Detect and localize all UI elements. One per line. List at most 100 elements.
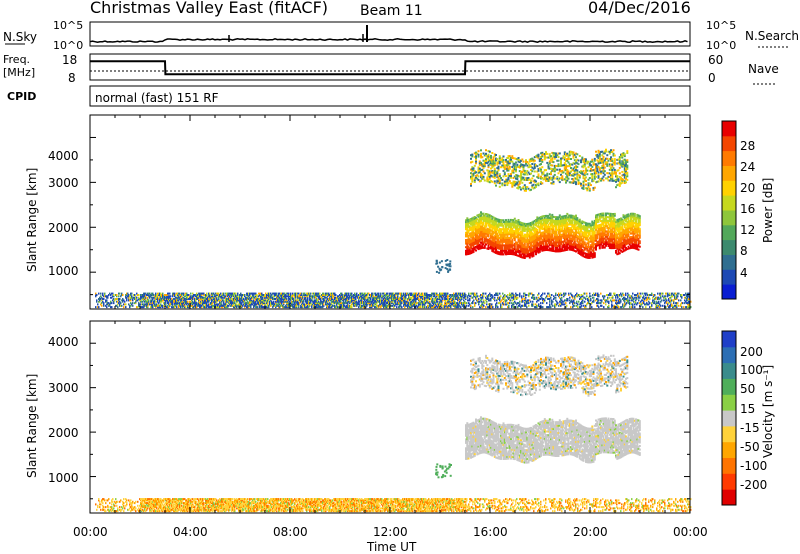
power-cell (626, 168, 629, 171)
power-cell (562, 224, 565, 227)
power-cell (582, 177, 585, 180)
power-cell (511, 249, 514, 252)
power-cell (167, 296, 169, 299)
power-cell (580, 221, 582, 224)
power-cell (570, 181, 572, 184)
power-cell (626, 221, 629, 224)
power-cell (571, 218, 574, 221)
power-cell (490, 156, 492, 159)
power-cell (590, 226, 592, 229)
power-cell (590, 238, 592, 241)
power-cell (485, 149, 487, 152)
power-cell (491, 239, 494, 242)
power-cell (566, 212, 569, 215)
power-cell (638, 245, 641, 248)
power-cell (537, 217, 540, 220)
power-cell (560, 224, 562, 227)
power-cell (540, 225, 542, 228)
power-cell (505, 233, 507, 236)
power-cell (556, 237, 559, 240)
power-cell (535, 251, 537, 254)
power-cell (466, 246, 469, 248)
power-cell (633, 216, 636, 219)
power-cell (611, 245, 614, 248)
power-cell (625, 165, 627, 168)
power-cell (591, 173, 594, 175)
power-cell (178, 302, 180, 305)
power-cell (600, 172, 602, 175)
power-cell (147, 294, 149, 296)
power-cell (471, 160, 474, 163)
power-cell (542, 240, 545, 243)
power-cell (558, 239, 561, 242)
power-cell (130, 296, 132, 299)
power-cell (476, 221, 479, 224)
power-cell (602, 232, 605, 235)
power-cell (523, 222, 526, 225)
power-cell (542, 224, 545, 227)
power-cell (133, 294, 135, 296)
power-cell (562, 242, 565, 245)
power-cell (557, 250, 560, 253)
power-cell (548, 236, 551, 239)
power-cell (546, 234, 549, 237)
power-cell (613, 212, 616, 215)
power-cell (510, 156, 512, 159)
power-cell (496, 227, 499, 230)
power-cell (551, 182, 554, 185)
power-cell (621, 178, 624, 181)
power-cell (143, 306, 145, 309)
power-cell (497, 238, 500, 241)
power-cell (623, 180, 626, 183)
power-cell (632, 214, 635, 217)
power-cell (493, 235, 496, 238)
power-cell (492, 245, 495, 248)
power-cell (635, 245, 637, 248)
power-cell (618, 156, 621, 159)
power-cell (593, 236, 596, 239)
power-cell (510, 240, 512, 243)
power-cell (543, 158, 546, 161)
power-cell (613, 179, 616, 182)
power-cell (482, 234, 485, 237)
power-cell (487, 231, 490, 234)
power-cell (152, 303, 154, 306)
power-cell (562, 249, 565, 252)
power-cell (608, 245, 611, 248)
power-cell (496, 172, 499, 175)
power-cell (501, 248, 504, 250)
power-cell (578, 245, 581, 248)
power-cell (593, 252, 596, 255)
power-cell (483, 239, 486, 242)
power-cell (548, 234, 551, 237)
power-cell (632, 212, 635, 215)
power-cell (185, 295, 187, 298)
power-cell (237, 292, 239, 295)
power-cell (623, 233, 626, 236)
power-cell (501, 222, 504, 225)
power-cell (532, 224, 535, 227)
power-cell (113, 294, 115, 296)
power-cell (526, 239, 529, 242)
power-cell (110, 296, 112, 299)
power-cell (185, 302, 187, 305)
power-cell (636, 217, 639, 220)
power-cell (490, 163, 492, 166)
power-cell (550, 155, 552, 158)
power-cell (530, 245, 532, 248)
power-cell (562, 244, 565, 247)
power-cell (491, 152, 494, 154)
power-cell (627, 220, 630, 223)
power-cell (608, 176, 611, 178)
power-cell (555, 243, 557, 246)
power-cell (580, 253, 582, 256)
power-cell (557, 225, 560, 228)
power-cell (621, 220, 624, 223)
power-cell (513, 164, 516, 167)
power-cell (616, 253, 619, 256)
power-cell (498, 237, 501, 239)
power-cell (477, 230, 480, 233)
power-cell (533, 232, 536, 235)
power-cell (631, 245, 634, 247)
power-cell (500, 224, 502, 227)
